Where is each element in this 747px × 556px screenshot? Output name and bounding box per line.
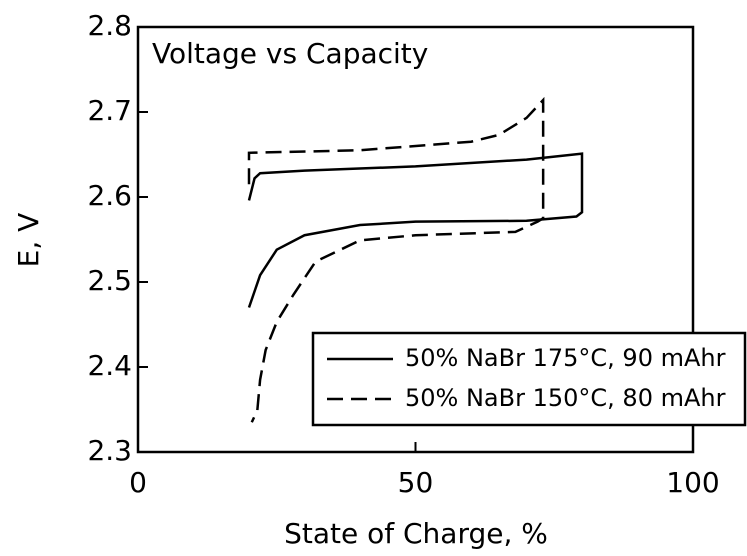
x-tick-label: 0 bbox=[129, 466, 147, 499]
series-line bbox=[247, 152, 584, 308]
y-tick-label: 2.6 bbox=[87, 179, 132, 212]
legend-label: 50% NaBr 175°C, 90 mAhr bbox=[405, 344, 726, 372]
x-tick-label: 100 bbox=[666, 466, 719, 499]
y-tick-label: 2.4 bbox=[87, 349, 132, 382]
series-line bbox=[247, 96, 545, 423]
y-tick-label: 2.3 bbox=[87, 434, 132, 467]
x-axis-label: State of Charge, % bbox=[284, 517, 548, 550]
y-tick-label: 2.8 bbox=[87, 9, 132, 42]
y-tick-label: 2.7 bbox=[87, 94, 132, 127]
legend-label: 50% NaBr 150°C, 80 mAhr bbox=[405, 384, 726, 412]
x-tick-label: 50 bbox=[398, 466, 434, 499]
legend-box bbox=[311, 331, 747, 427]
chart-title: Voltage vs Capacity bbox=[152, 37, 428, 70]
y-tick-label: 2.5 bbox=[87, 264, 132, 297]
y-axis-label: E, V bbox=[12, 213, 45, 268]
